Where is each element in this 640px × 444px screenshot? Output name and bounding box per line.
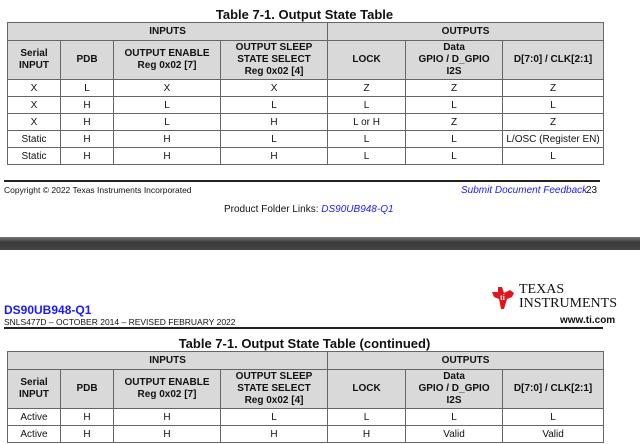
table-row: Active H H H H Valid Valid	[7, 425, 605, 443]
header-divider	[4, 327, 603, 329]
column-header: LOCK	[327, 40, 407, 80]
table-cell: H	[219, 425, 329, 443]
table-cell: L	[502, 408, 605, 426]
svg-text:ti: ti	[500, 293, 506, 302]
table-cell: Z	[502, 113, 605, 131]
output-state-table: INPUTS OUTPUTS Serial INPUT PDB OUTPUT ENABL…	[6, 22, 605, 165]
table-cell: L	[219, 96, 329, 114]
table-cell: L	[113, 113, 221, 131]
table-cell: H	[60, 113, 114, 131]
table-cell: H	[60, 96, 114, 114]
ti-wordmark: TEXAS INSTRUMENTS	[519, 283, 617, 311]
table-title-continued: Table 7-1. Output State Table (continued…	[178, 336, 431, 351]
table-cell: H	[113, 147, 221, 165]
copyright: Copyright © 2022 Texas Instruments Incor…	[4, 185, 192, 195]
table-cell: L or H	[327, 113, 407, 131]
table-cell: X	[7, 96, 61, 114]
table-cell: L	[405, 147, 504, 165]
column-header: D[7:0] / CLK[2:1]	[502, 369, 605, 409]
logo-text-instruments: INSTRUMENTS	[519, 296, 618, 311]
table-cell: L	[405, 408, 504, 426]
table-cell: L	[219, 408, 329, 426]
column-header: Serial INPUT	[7, 369, 61, 409]
table-cell: L	[60, 79, 114, 97]
table-cell: H	[60, 425, 114, 443]
table-title: Table 7-1. Output State Table	[215, 7, 394, 22]
ti-logo: ti	[490, 285, 516, 316]
table-row: Static H H H L L L	[7, 147, 605, 165]
table-cell: X	[7, 79, 61, 97]
column-header: Data GPIO / D_GPIO I2S	[405, 369, 504, 409]
table-cell: H	[60, 147, 114, 165]
table-cell: Static	[7, 147, 61, 165]
table-cell: X	[219, 79, 329, 97]
table-cell: L	[405, 130, 504, 148]
column-header: OUTPUT ENABLE Reg 0x02 [7]	[113, 40, 221, 80]
table-cell: L	[219, 130, 329, 148]
table-cell: H	[60, 408, 114, 426]
table-cell: L	[327, 96, 407, 114]
table-cell: X	[113, 79, 221, 97]
column-header: OUTPUT SLEEP STATE SELECT Reg 0x02 [4]	[219, 40, 329, 80]
page-break-band	[0, 237, 640, 250]
table-cell: H	[113, 408, 221, 426]
column-header: PDB	[60, 40, 114, 80]
column-header: OUTPUT SLEEP STATE SELECT Reg 0x02 [4]	[219, 369, 329, 409]
inputs-group-header: INPUTS	[6, 351, 329, 370]
table-cell: L	[327, 408, 407, 426]
product-folder-link[interactable]: DS90UB948-Q1	[321, 204, 394, 215]
column-header: D[7:0] / CLK[2:1]	[502, 40, 605, 80]
logo-text-texas: TEXAS	[519, 282, 565, 297]
column-header: Data GPIO / D_GPIO I2S	[405, 40, 504, 80]
table-cell: Valid	[405, 425, 504, 443]
table-cell: Active	[7, 425, 61, 443]
column-header: Serial INPUT	[7, 40, 61, 80]
table-cell: Z	[405, 113, 504, 131]
table-cell: X	[7, 113, 61, 131]
table-cell: L	[327, 147, 407, 165]
table-cell: Z	[327, 79, 407, 97]
table-cell: H	[113, 130, 221, 148]
table-cell: H	[60, 130, 114, 148]
table-cell: L	[113, 96, 221, 114]
table-cell: H	[219, 147, 329, 165]
column-header: LOCK	[327, 369, 407, 409]
part-number-link[interactable]: DS90UB948-Q1	[4, 303, 92, 317]
table-cell: L	[502, 96, 605, 114]
table-cell: H	[327, 425, 407, 443]
column-header: PDB	[60, 369, 114, 409]
table-cell: H	[113, 425, 221, 443]
footer-divider	[4, 180, 600, 182]
ti-logo-icon: ti	[492, 287, 514, 309]
inputs-group-header: INPUTS	[6, 22, 329, 41]
table-row: Active H H L L L L	[7, 408, 605, 426]
table-cell: Z	[502, 79, 605, 97]
table-cell: Z	[405, 79, 504, 97]
outputs-group-header: OUTPUTS	[327, 22, 605, 41]
column-header: OUTPUT ENABLE Reg 0x02 [7]	[113, 369, 221, 409]
table-cell: Active	[7, 408, 61, 426]
page-number: 23	[586, 185, 598, 196]
website-link[interactable]: www.ti.com	[560, 315, 616, 326]
doc-info: SNLS477D – OCTOBER 2014 – REVISED FEBRUA…	[4, 317, 236, 327]
table-row: Static H H L L L L/OSC (Register EN)	[7, 130, 605, 148]
table-cell: Valid	[502, 425, 605, 443]
table-cell: Static	[7, 130, 61, 148]
product-folder-label: Product Folder Links:	[224, 204, 319, 215]
table-cell: L	[405, 96, 504, 114]
table-cell: H	[219, 113, 329, 131]
table-cell: L	[502, 147, 605, 165]
product-folder-links: Product Folder Links: DS90UB948-Q1	[224, 204, 394, 215]
table-cell: L	[327, 130, 407, 148]
table-cell: L/OSC (Register EN)	[502, 130, 605, 148]
submit-feedback-link[interactable]: Submit Document Feedback	[461, 185, 588, 196]
output-state-table-continued: INPUTS OUTPUTS Serial INPUT PDB OUTPUT ENABL…	[6, 351, 605, 443]
outputs-group-header: OUTPUTS	[327, 351, 605, 370]
